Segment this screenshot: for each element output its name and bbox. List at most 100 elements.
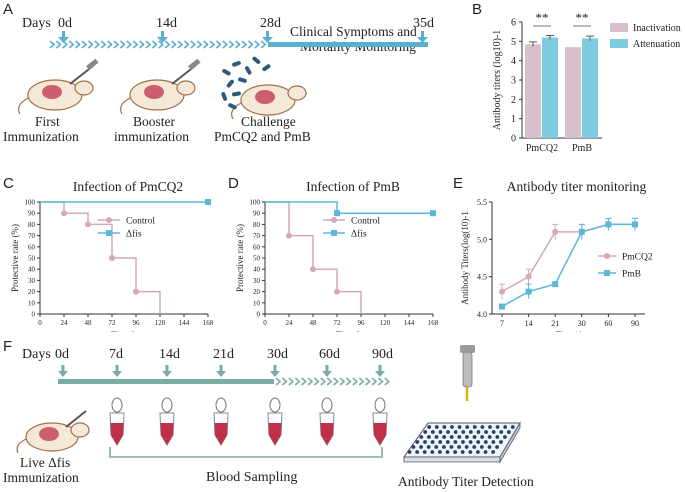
well (446, 430, 450, 434)
chevron-icon (365, 377, 371, 386)
arrow-down-icon (61, 365, 65, 372)
chevron-icon (190, 40, 197, 49)
y-axis-label: Antibody Titers(log(10)-1 (460, 211, 470, 305)
data-point (525, 273, 532, 280)
panel-d-letter: D (228, 175, 239, 192)
well (415, 450, 420, 454)
well (438, 430, 443, 434)
x-tick-label: 96 (358, 319, 366, 327)
chevron-icon (228, 40, 235, 49)
legend-marker (106, 217, 112, 223)
well (476, 450, 480, 454)
x-tick-label: PmCQ2 (526, 143, 558, 154)
well (491, 440, 496, 444)
y-tick-label: 90 (28, 210, 36, 218)
well (503, 425, 508, 429)
well (457, 425, 462, 429)
x-tick-label: 30 (578, 319, 586, 328)
y-tick-label: 20 (28, 288, 36, 296)
chevron-icon (158, 40, 165, 49)
blood-tube-icon (109, 397, 125, 446)
legend-label: Δfis (351, 229, 367, 240)
data-point (109, 255, 115, 261)
y-tick-label: 90 (253, 210, 261, 218)
pipette-icon (460, 345, 475, 401)
chevron-icon (288, 377, 295, 386)
well (472, 445, 477, 449)
panel-e-letter: E (453, 175, 463, 192)
y-tick-label: 40 (28, 266, 36, 274)
legend-label: Attenuation (633, 39, 680, 50)
well (450, 425, 454, 429)
data-point (286, 232, 292, 239)
arrow-down-icon (325, 365, 329, 372)
well (449, 445, 454, 449)
well (423, 440, 427, 444)
data-point (632, 221, 638, 228)
well (411, 445, 416, 449)
y-tick-label: 0 (32, 311, 36, 319)
well (491, 430, 496, 434)
chevron-icon (55, 40, 62, 49)
day-35d-a: 35d (413, 16, 434, 31)
well (426, 445, 431, 449)
well (506, 430, 511, 434)
well (419, 435, 424, 439)
y-tick-label: 0 (257, 311, 261, 319)
well (438, 450, 442, 454)
panel-c-chart: C Infection of PmCQ2 0 10 20 30 40 50 60 70 80 90 1… (3, 175, 214, 332)
immunization-label-f: Immunization (3, 470, 79, 485)
y-tick-label: 80 (253, 221, 261, 229)
y-tick-label: 10 (28, 299, 36, 307)
blood-tube-icon (267, 397, 283, 446)
chevron-icon (320, 377, 327, 386)
well (468, 450, 473, 454)
caption-first-1: First (35, 114, 60, 129)
chevron-icon (260, 40, 267, 49)
x-tick-label: 144 (404, 319, 415, 327)
well (415, 440, 420, 444)
well (441, 445, 446, 449)
chevron-icon (339, 377, 346, 386)
x-tick-label: 24 (286, 319, 294, 327)
well (495, 425, 500, 429)
arrow-down-icon (378, 365, 382, 372)
tube-cap (111, 397, 123, 413)
chevron-icon (294, 377, 301, 386)
chevron-icon (203, 40, 209, 49)
legend-marker (604, 270, 610, 276)
timeline-chevrons-f (275, 377, 391, 386)
panel-a-letter: A (3, 1, 13, 18)
well (449, 435, 454, 439)
day-label-f: 21d (213, 347, 234, 362)
data-point (133, 288, 139, 295)
well (434, 425, 439, 429)
data-point (552, 228, 559, 235)
well (499, 440, 503, 444)
chevron-icon (151, 40, 158, 49)
arrow-down-icon (165, 365, 169, 372)
x-tick-label: 72 (109, 319, 117, 327)
y-axis-label: Protective rate (%) (235, 224, 245, 292)
bar (525, 44, 541, 138)
arrow-down-icon (273, 365, 277, 372)
chevron-icon (222, 40, 229, 49)
y-tick-label: 100 (25, 199, 36, 207)
arrow-down-icon (375, 371, 385, 377)
blood-tube-icon (319, 397, 335, 446)
chevron-icon (132, 40, 139, 49)
well (483, 440, 488, 444)
legend-marker (331, 217, 337, 223)
day-label-f: 90d (372, 347, 393, 362)
data-point (85, 221, 91, 228)
chevron-icon (301, 377, 307, 386)
caption-challenge-2: PmCQ2 and PmB (214, 129, 311, 144)
y-tick-label: 30 (28, 277, 36, 285)
y-tick-label: 6 (511, 18, 516, 29)
caption-challenge-1: Challenge (241, 114, 296, 129)
chevron-icon (139, 40, 145, 49)
chevron-icon (358, 377, 365, 386)
y-tick-label: 10 (253, 299, 261, 307)
live-fis-label: Live Δfis (20, 455, 70, 470)
data-point (334, 288, 340, 295)
